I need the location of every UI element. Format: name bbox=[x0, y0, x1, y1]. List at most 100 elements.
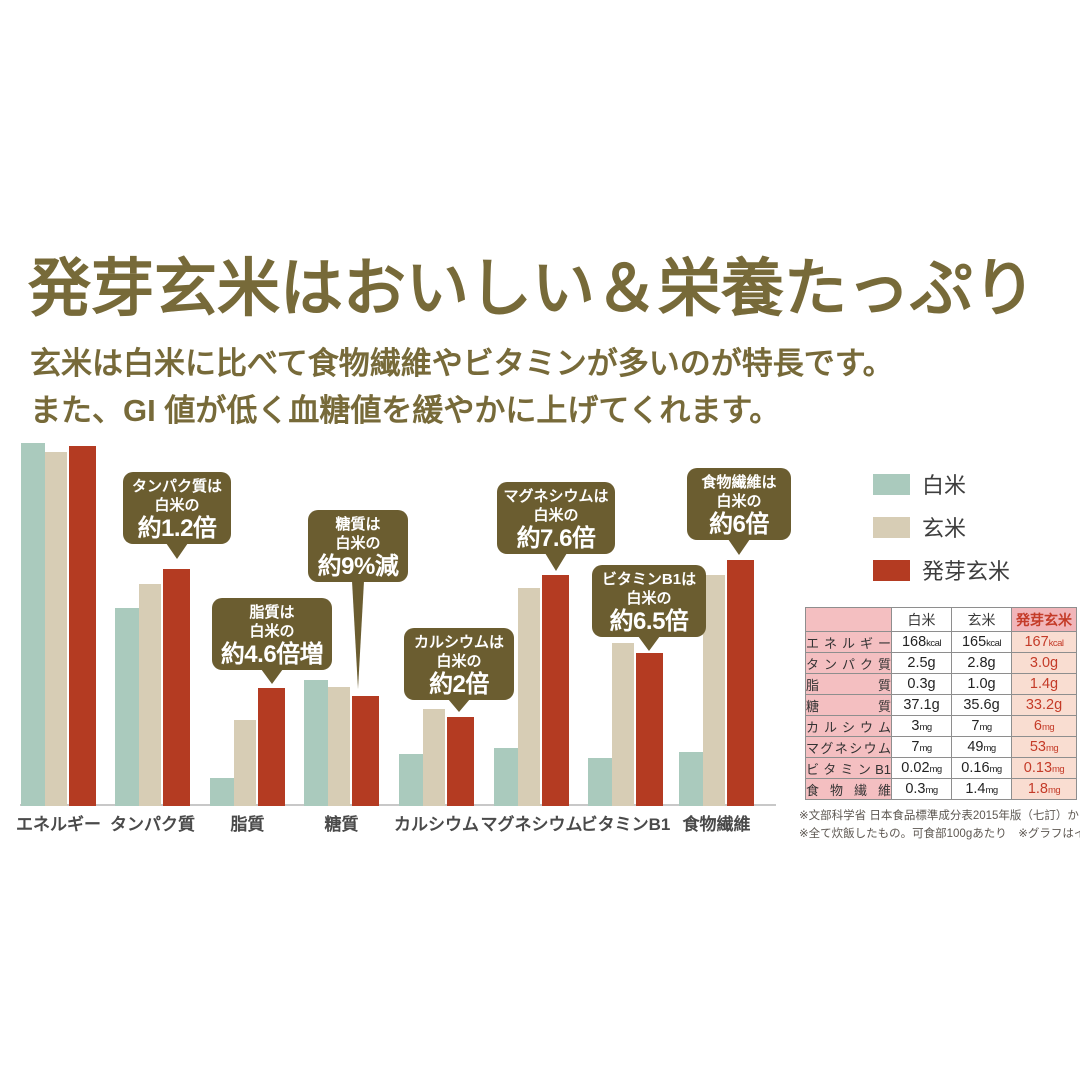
table-row: 食物繊維 0.3mg 1.4mg 1.8mg bbox=[805, 778, 1077, 800]
bar-brown-rice bbox=[703, 575, 725, 806]
bar-white-rice bbox=[304, 680, 328, 806]
value-cell: 0.3g bbox=[891, 673, 952, 695]
value-cell: 1.8mg bbox=[1011, 778, 1077, 800]
row-label-cell: エネルギー bbox=[805, 631, 892, 653]
bar-brown-rice bbox=[518, 588, 540, 806]
bar-germinated-brown-rice bbox=[258, 688, 285, 806]
cell-unit: mg bbox=[1052, 764, 1065, 775]
callout-bubble: ビタミンB1は 白米の 約6.5倍 bbox=[592, 565, 706, 637]
cell-number: 0.02 bbox=[901, 760, 930, 776]
bar-germinated-brown-rice bbox=[447, 717, 474, 806]
bar-brown-rice bbox=[328, 687, 350, 806]
nutrition-table: 白米 玄米 発芽玄米 エネルギー 168kcal 165kcal 167kcal タンパク質 2… bbox=[805, 607, 1077, 800]
value-cell: 37.1g bbox=[891, 694, 952, 716]
cell-number: 37.1 bbox=[903, 697, 932, 713]
table-row: 糖質 37.1g 35.6g 33.2g bbox=[805, 694, 1077, 716]
cell-number: 168 bbox=[901, 634, 927, 650]
value-cell: 2.5g bbox=[891, 652, 952, 674]
value-cell: 33.2g bbox=[1011, 694, 1077, 716]
callout-text: 白米の bbox=[335, 535, 381, 552]
callout-text: カルシウムは bbox=[413, 634, 504, 651]
bar-germinated-brown-rice bbox=[727, 560, 754, 806]
cell-unit: mg bbox=[919, 743, 932, 754]
cell-number: 0.13 bbox=[1023, 760, 1053, 776]
callout-pointer bbox=[638, 636, 660, 651]
cell-unit: g bbox=[931, 697, 940, 713]
bar-brown-rice bbox=[139, 584, 161, 806]
subtitle-line-1: 玄米は白米に比べて食物繊維やビタミンが多いのが特長です。 bbox=[30, 346, 894, 381]
cell-number: 33.2 bbox=[1025, 697, 1055, 713]
row-label-cell: カルシウム bbox=[805, 715, 892, 737]
legend-label: 白米 bbox=[922, 473, 967, 498]
bar-brown-rice bbox=[612, 643, 634, 806]
cell-unit: mg bbox=[1045, 743, 1059, 754]
x-axis-line bbox=[20, 804, 776, 806]
value-cell: 1.4g bbox=[1011, 673, 1077, 695]
cell-number: 3 bbox=[911, 718, 920, 734]
cell-number: 0.3 bbox=[907, 676, 928, 692]
bar-brown-rice bbox=[423, 709, 445, 806]
callout-bubble: カルシウムは 白米の 約2倍 bbox=[404, 628, 514, 700]
callout-bubble: 食物繊維は 白米の 約6倍 bbox=[687, 468, 791, 540]
callout-text: 糖質は bbox=[335, 516, 381, 533]
callout-emphasis: 約9%減 bbox=[317, 553, 399, 580]
value-cell: 0.3mg bbox=[891, 778, 952, 800]
callout-text: ビタミンB1は bbox=[601, 571, 697, 588]
callout-text: マグネシウムは bbox=[503, 488, 609, 505]
legend-swatch-brown-rice bbox=[873, 516, 910, 538]
legend-swatch-white-rice bbox=[873, 473, 910, 495]
cell-unit: g bbox=[987, 655, 996, 671]
bar-germinated-brown-rice bbox=[163, 569, 190, 806]
cell-number: 53 bbox=[1029, 739, 1046, 755]
value-cell: 7mg bbox=[951, 715, 1012, 737]
cell-number: 165 bbox=[961, 634, 987, 650]
cell-unit: g bbox=[1050, 655, 1059, 671]
table-row: カルシウム 3mg 7mg 6mg bbox=[805, 715, 1077, 737]
cell-unit: g bbox=[927, 676, 936, 692]
category-label: 脂質 bbox=[230, 815, 265, 834]
category-label: マグネシウム bbox=[480, 815, 583, 834]
subtitle: 玄米は白米に比べて食物繊維やビタミンが多いのが特長です。 また、GI 値が低く血糖… bbox=[30, 340, 990, 434]
value-cell: 0.02mg bbox=[891, 757, 952, 779]
row-label-cell: 脂質 bbox=[805, 673, 892, 695]
cell-unit: mg bbox=[925, 785, 938, 796]
legend-item-germinated-brown-rice: 発芽玄米 bbox=[873, 554, 1010, 586]
table-header: 白米 玄米 発芽玄米 bbox=[805, 607, 1077, 632]
cell-unit: mg bbox=[929, 764, 943, 775]
callout-text: 白米の bbox=[154, 497, 200, 514]
legend-label: 発芽玄米 bbox=[922, 559, 1011, 584]
page-title: 発芽玄米はおいしい＆栄養たっぷり bbox=[28, 254, 1036, 324]
table-body: エネルギー 168kcal 165kcal 167kcal タンパク質 2.5g 2.8g 3… bbox=[805, 631, 1077, 800]
value-cell: 168kcal bbox=[891, 631, 952, 653]
category-label: エネルギー bbox=[16, 815, 101, 834]
cell-unit: kcal bbox=[986, 638, 1002, 649]
cell-unit: g bbox=[1050, 676, 1059, 692]
legend-item-white-rice: 白米 bbox=[873, 468, 1010, 500]
category-label: ビタミンB1 bbox=[580, 815, 671, 834]
callout-emphasis: 約1.2倍 bbox=[137, 515, 217, 542]
footnote-conditions: ※全て炊飯したもの。可食部100gあたり ※グラフはイメージです。 bbox=[799, 828, 1080, 840]
value-cell: 167kcal bbox=[1011, 631, 1077, 653]
value-cell: 49mg bbox=[951, 736, 1012, 758]
cell-number: 3.0 bbox=[1029, 655, 1051, 671]
value-cell: 1.0g bbox=[951, 673, 1012, 695]
callout-bubble: 脂質は 白米の 約4.6倍増 bbox=[212, 598, 332, 670]
value-cell: 7mg bbox=[891, 736, 952, 758]
value-cell: 3mg bbox=[891, 715, 952, 737]
bar-germinated-brown-rice bbox=[636, 653, 663, 806]
cell-number: 7 bbox=[971, 718, 980, 734]
bar-germinated-brown-rice bbox=[352, 696, 379, 806]
chart-legend: 白米 玄米 発芽玄米 bbox=[873, 468, 1010, 597]
callout-pointer bbox=[448, 699, 470, 712]
callout-text: 白米の bbox=[533, 507, 579, 524]
category-label: カルシウム bbox=[394, 815, 479, 834]
category-label: タンパク質 bbox=[110, 815, 195, 834]
bar-white-rice bbox=[115, 608, 139, 806]
callout-text: 白米の bbox=[716, 493, 762, 510]
callout-pointer bbox=[545, 553, 567, 571]
bar-white-rice bbox=[679, 752, 703, 806]
row-label-cell: マグネシウム bbox=[805, 736, 892, 758]
callout-bubble: マグネシウムは 白米の 約7.6倍 bbox=[497, 482, 615, 554]
cell-number: 2.5 bbox=[907, 655, 928, 671]
